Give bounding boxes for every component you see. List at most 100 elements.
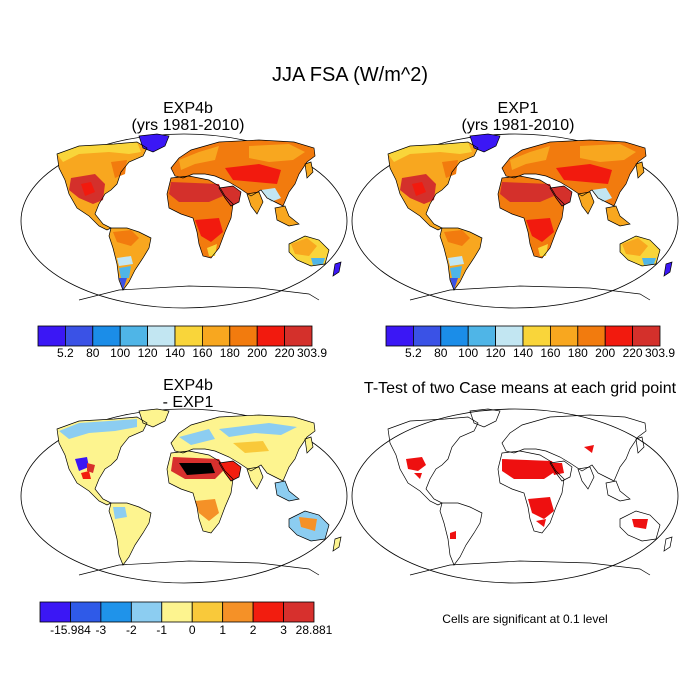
- shaded-region: [113, 230, 139, 246]
- shaded-region: [550, 463, 564, 475]
- coastline-japan: [635, 161, 645, 179]
- colorbar-box: [256, 325, 285, 347]
- colorbar-box: [100, 601, 132, 623]
- panel-title-line1: EXP1: [497, 100, 539, 117]
- shaded-region: [642, 258, 656, 265]
- colorbar-box: [119, 325, 148, 347]
- shaded-region: [450, 266, 462, 278]
- shaded-region: [450, 531, 456, 539]
- shaded-region: [247, 467, 263, 489]
- shaded-region: [406, 457, 426, 471]
- panel-title-line2: (yrs 1981-2010): [131, 117, 245, 134]
- coastline-sa: [439, 227, 483, 291]
- coastline-india: [577, 466, 595, 490]
- colorbar-diff: [39, 601, 315, 623]
- shaded-region: [442, 160, 458, 178]
- colorbar-label: 1: [219, 623, 226, 637]
- colorbar-box: [283, 601, 315, 623]
- shaded-region: [179, 429, 215, 445]
- colorbar-box: [147, 325, 176, 347]
- coastline-afr: [497, 175, 565, 259]
- panel-title-line2: (yrs 1981-2010): [461, 117, 575, 134]
- shaded-region: [578, 192, 594, 214]
- coastline-nz: [663, 261, 673, 277]
- coastline-green: [469, 133, 501, 153]
- colorbar-box: [201, 325, 231, 347]
- shaded-region: [113, 507, 127, 519]
- colorbar-label: 220: [274, 346, 295, 360]
- figure-title: JJA FSA (W/m^2): [271, 64, 429, 86]
- coastline-japan: [635, 436, 645, 454]
- coastline-eur: [170, 139, 316, 207]
- shaded-region: [59, 419, 137, 439]
- colorbar-label: 100: [110, 346, 131, 360]
- coastline-seasia: [605, 205, 631, 227]
- shaded-region: [291, 238, 317, 256]
- colorbar-label: 140: [164, 346, 186, 360]
- colorbar-label: -15.984: [50, 623, 91, 637]
- panel-title-exp1: EXP1 (yrs 1981-2010): [358, 100, 678, 134]
- coastline-arab: [549, 460, 573, 482]
- shaded-region: [57, 417, 147, 505]
- colorbar-label: 80: [434, 346, 448, 360]
- colorbar-label: 303.9: [296, 346, 328, 360]
- panel-title-line1: EXP4b: [163, 377, 213, 394]
- colorbar-label: 180: [219, 346, 240, 360]
- shaded-region: [109, 503, 151, 565]
- colorbar-exp1: [385, 325, 661, 347]
- coastline-japan: [304, 436, 314, 454]
- coastline-sa: [108, 227, 152, 291]
- shaded-region: [556, 164, 612, 184]
- coastline-aus: [619, 235, 661, 267]
- shaded-region: [450, 278, 458, 290]
- shaded-region: [219, 186, 241, 206]
- colorbar-label: 120: [485, 346, 506, 360]
- coastline-nz: [332, 536, 342, 552]
- coastline-arab: [218, 460, 242, 482]
- shaded-region: [87, 463, 95, 473]
- colorbar-box: [130, 601, 163, 623]
- colorbar-box: [252, 601, 284, 623]
- panel-title-line1: EXP4b: [163, 100, 213, 117]
- colorbar-box: [604, 325, 633, 347]
- coastline-sa: [439, 502, 483, 566]
- colorbar-box: [577, 325, 606, 347]
- shaded-region: [412, 182, 426, 196]
- coastline-arab: [218, 185, 242, 207]
- colorbar-box: [632, 325, 661, 347]
- coastline-sa: [108, 502, 152, 566]
- colorbar-box: [549, 325, 579, 347]
- colorbar-label: 5.2: [57, 346, 74, 360]
- shaded-region: [311, 258, 325, 265]
- shaded-region: [580, 144, 636, 162]
- shaded-region: [57, 142, 141, 162]
- colorbar-box: [222, 601, 254, 623]
- colorbar-labels-exp1: 5.2 80 100 120 140 160 180 200 220 303.9: [386, 346, 675, 362]
- shaded-region: [592, 188, 612, 202]
- colorbar-box: [284, 325, 313, 347]
- colorbar-box: [495, 325, 524, 347]
- colorbar-label: 5.2: [405, 346, 422, 360]
- shaded-region: [388, 142, 472, 162]
- shaded-region: [75, 457, 89, 471]
- colorbar-box: [161, 601, 193, 623]
- colorbar-box: [385, 325, 414, 347]
- shaded-region: [111, 160, 127, 178]
- shaded-region: [510, 146, 550, 170]
- shaded-region: [119, 278, 127, 290]
- shaded-region: [169, 182, 223, 202]
- colorbar-box: [467, 325, 496, 347]
- panel-title-ttest: T-Test of two Case means at each grid po…: [350, 380, 690, 397]
- coastline-aus: [288, 510, 330, 542]
- coastline-green: [138, 408, 170, 428]
- panel-title-line1: T-Test of two Case means at each grid po…: [363, 380, 677, 397]
- coastline-na: [387, 141, 479, 231]
- map-diff: [20, 408, 348, 584]
- coastline-afr: [166, 175, 234, 259]
- colorbar-exp4b: [37, 325, 313, 347]
- coastline-eur: [170, 414, 316, 482]
- coastline-green: [469, 408, 501, 428]
- shaded-region: [538, 244, 548, 256]
- shaded-region: [622, 238, 648, 256]
- colorbar-label: 28.881: [295, 623, 333, 637]
